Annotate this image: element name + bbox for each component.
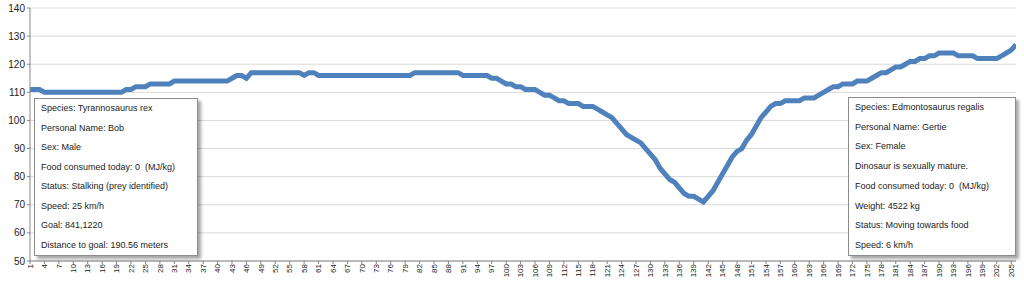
- svg-text:112: 112: [560, 263, 569, 276]
- svg-text:145: 145: [718, 263, 727, 277]
- svg-text:46: 46: [242, 263, 251, 272]
- svg-text:60: 60: [14, 227, 26, 238]
- svg-text:22: 22: [127, 263, 136, 272]
- svg-text:100: 100: [8, 115, 25, 126]
- svg-text:124: 124: [617, 263, 626, 277]
- svg-text:110: 110: [9, 87, 25, 98]
- svg-text:88: 88: [444, 263, 453, 272]
- svg-text:1: 1: [26, 263, 35, 268]
- svg-text:121: 121: [603, 263, 612, 277]
- svg-text:80: 80: [14, 171, 26, 182]
- svg-text:52: 52: [271, 263, 280, 272]
- svg-text:142: 142: [704, 263, 713, 277]
- html-text:Speed: 6 km/h: Speed: 6 km/h: [855, 239, 913, 250]
- svg-text:82: 82: [415, 263, 424, 272]
- svg-text:178: 178: [877, 263, 886, 277]
- svg-text:133: 133: [661, 263, 670, 277]
- html-text:Status: Stalking (prey identif: Status: Stalking (prey identified): [41, 181, 169, 192]
- svg-text:94: 94: [473, 263, 482, 272]
- svg-text:73: 73: [372, 263, 381, 272]
- svg-text:55: 55: [285, 263, 294, 272]
- svg-text:19: 19: [112, 263, 121, 272]
- svg-text:16: 16: [98, 263, 107, 272]
- svg-text:136: 136: [675, 263, 684, 277]
- svg-text:40: 40: [213, 263, 222, 272]
- svg-text:169: 169: [834, 263, 843, 277]
- svg-text:70: 70: [358, 263, 367, 272]
- svg-text:91: 91: [459, 263, 468, 272]
- svg-text:10: 10: [69, 263, 78, 272]
- svg-text:205: 205: [1007, 263, 1016, 277]
- svg-text:109: 109: [545, 263, 554, 277]
- html-text:Status: Moving towards food: Status: Moving towards food: [855, 220, 969, 231]
- html-text:Species: Edmontosaurus regalis: Species: Edmontosaurus regalis: [855, 102, 985, 112]
- svg-text:187: 187: [920, 263, 929, 277]
- html-text:Sex: Female: Sex: Female: [855, 141, 906, 152]
- html-text:Weight: 4522 kg: Weight: 4522 kg: [855, 200, 920, 211]
- svg-text:115: 115: [574, 263, 583, 276]
- svg-text:13: 13: [83, 263, 92, 272]
- svg-text:193: 193: [949, 263, 958, 277]
- svg-text:61: 61: [314, 263, 323, 272]
- svg-text:58: 58: [300, 263, 309, 272]
- html-text:Goal: 841,1220: Goal: 841,1220: [41, 220, 103, 231]
- svg-text:160: 160: [790, 263, 799, 277]
- svg-text:140: 140: [8, 3, 25, 14]
- svg-text:97: 97: [487, 263, 496, 272]
- svg-text:127: 127: [632, 263, 641, 277]
- svg-text:181: 181: [891, 263, 900, 277]
- svg-text:64: 64: [329, 263, 338, 272]
- svg-text:67: 67: [343, 263, 352, 272]
- html-text:Species: Tyrannosaurus rex: Species: Tyrannosaurus rex: [41, 103, 153, 113]
- svg-text:175: 175: [863, 263, 872, 277]
- svg-text:34: 34: [184, 263, 193, 272]
- svg-text:184: 184: [906, 263, 915, 277]
- svg-text:199: 199: [978, 263, 987, 277]
- svg-text:106: 106: [531, 263, 540, 277]
- svg-text:157: 157: [776, 263, 785, 277]
- svg-text:103: 103: [516, 263, 525, 277]
- svg-text:118: 118: [588, 263, 597, 276]
- svg-text:49: 49: [257, 263, 266, 272]
- svg-text:70: 70: [14, 199, 26, 210]
- html-text:Food consumed today: 0 (MJ/kg): Food consumed today: 0 (MJ/kg): [41, 161, 176, 172]
- svg-text:79: 79: [401, 263, 410, 272]
- svg-text:139: 139: [689, 263, 698, 277]
- svg-text:163: 163: [805, 263, 814, 277]
- svg-text:76: 76: [386, 263, 395, 272]
- svg-text:31: 31: [170, 263, 179, 272]
- svg-text:190: 190: [935, 263, 944, 277]
- svg-text:7: 7: [55, 263, 64, 268]
- svg-text:154: 154: [762, 263, 771, 277]
- svg-text:196: 196: [964, 263, 973, 277]
- svg-text:25: 25: [141, 263, 150, 272]
- svg-text:130: 130: [8, 31, 25, 42]
- html-text:Distance to goal: 190.56 meter: Distance to goal: 190.56 meters: [41, 239, 169, 250]
- svg-text:166: 166: [819, 263, 828, 277]
- html-text:Food consumed today: 0 (MJ/kg): Food consumed today: 0 (MJ/kg): [855, 180, 990, 191]
- svg-text:151: 151: [747, 263, 756, 277]
- svg-text:130: 130: [646, 263, 655, 277]
- html-text:Dinosaur is sexually mature.: Dinosaur is sexually mature.: [855, 161, 968, 172]
- svg-text:100: 100: [502, 263, 511, 277]
- svg-text:37: 37: [199, 263, 208, 272]
- svg-text:4: 4: [40, 263, 49, 268]
- svg-text:172: 172: [848, 263, 857, 277]
- svg-text:85: 85: [430, 263, 439, 272]
- html-text:Personal Name: Gertie: Personal Name: Gertie: [855, 121, 947, 132]
- html-text:Sex: Male: Sex: Male: [41, 142, 81, 153]
- html-text:Speed: 25 km/h: Speed: 25 km/h: [41, 200, 104, 211]
- html-text:Personal Name: Bob: Personal Name: Bob: [41, 122, 124, 133]
- svg-text:28: 28: [156, 263, 165, 272]
- svg-text:202: 202: [992, 263, 1001, 277]
- svg-text:90: 90: [14, 143, 26, 154]
- svg-text:43: 43: [228, 263, 237, 272]
- svg-text:120: 120: [8, 59, 25, 70]
- svg-text:50: 50: [14, 256, 26, 267]
- svg-text:148: 148: [733, 263, 742, 277]
